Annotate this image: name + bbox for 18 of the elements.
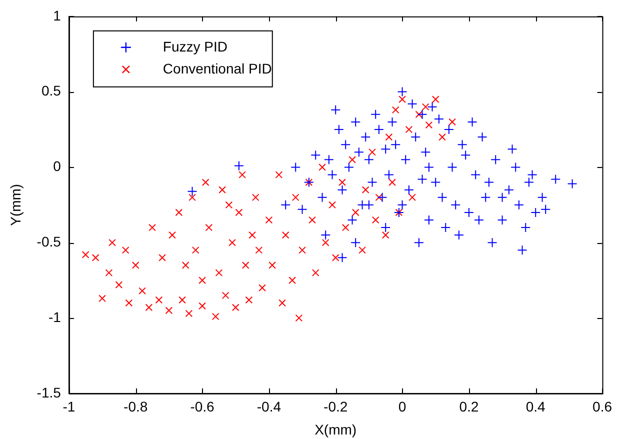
y-tick-label: 0 (53, 158, 62, 174)
y-tick-label: -1.5 (36, 384, 62, 400)
y-axis-title: Y(mm) (7, 184, 24, 226)
y-tick-label: -0.5 (36, 233, 62, 250)
x-axis-title: X(mm) (314, 421, 357, 438)
y-tick-label: 1 (53, 7, 62, 24)
x-tick-label: -0.4 (256, 398, 282, 415)
x-tick-label: 0.4 (526, 398, 546, 415)
legend-label: Conventional PID (162, 60, 272, 76)
x-tick-label: -0.2 (324, 398, 348, 415)
y-tick-label: -1 (48, 308, 62, 325)
x-tick-label: 0.2 (459, 398, 479, 415)
x-tick-label: 0.6 (592, 398, 612, 415)
y-tick-label: 0.5 (41, 82, 62, 99)
legend-label: Fuzzy PID (162, 38, 228, 54)
x-tick-label: 0 (398, 398, 406, 415)
x-tick-label: -0.6 (190, 398, 215, 415)
x-tick-label: -0.8 (124, 398, 148, 415)
